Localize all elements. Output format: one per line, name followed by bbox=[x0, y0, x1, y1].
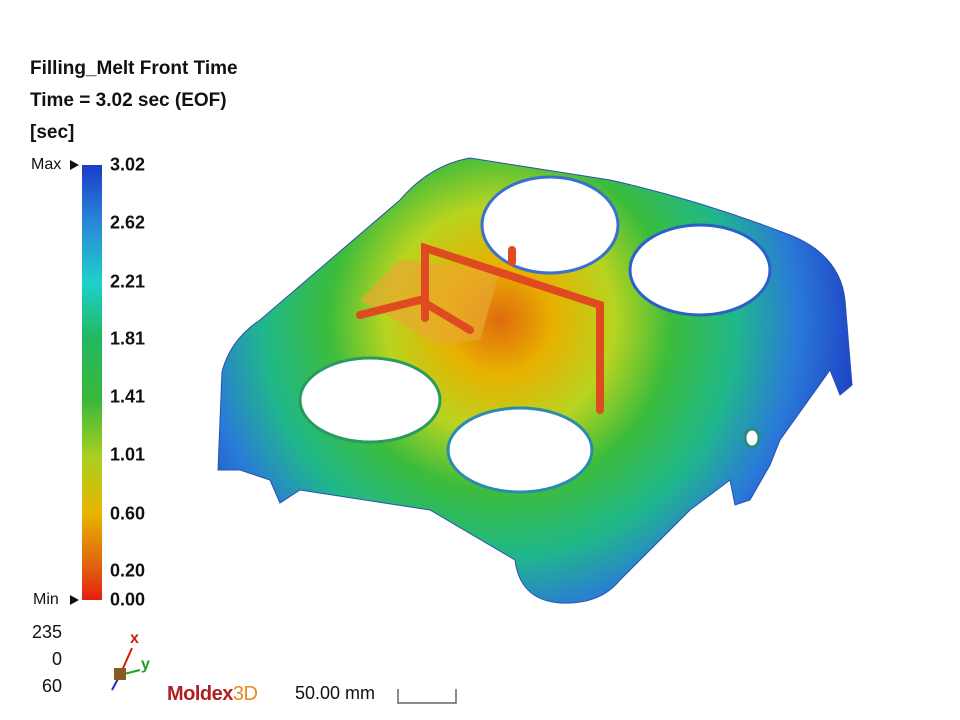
boss bbox=[743, 427, 761, 449]
axis-x-label: x bbox=[130, 630, 139, 647]
view-angle: 60 bbox=[41, 676, 62, 696]
max-label: Max bbox=[31, 156, 62, 173]
logo-name: Moldex bbox=[167, 683, 233, 705]
scale-label: 50.00 mm bbox=[295, 683, 376, 703]
legend-tick-label: 1.41 bbox=[110, 386, 146, 407]
legend-tick-label: 0.00 bbox=[110, 589, 146, 610]
hole bbox=[298, 356, 442, 444]
hole bbox=[480, 175, 620, 275]
max-marker bbox=[70, 160, 79, 170]
axis-cube bbox=[114, 668, 126, 680]
time-label: Time = 3.02 sec (EOF) bbox=[30, 90, 227, 111]
view-angle: 235 bbox=[31, 622, 62, 642]
axis-y-label: y bbox=[141, 656, 150, 673]
hole bbox=[628, 223, 772, 317]
legend-tick-label: 2.62 bbox=[110, 212, 146, 233]
legend-tick-label: 3.02 bbox=[110, 154, 146, 175]
min-label: Min bbox=[33, 591, 59, 608]
legend-tick-label: 1.81 bbox=[110, 328, 146, 349]
color-bar bbox=[82, 165, 102, 600]
legend-tick-label: 0.60 bbox=[110, 503, 146, 524]
view-angle: 0 bbox=[51, 649, 62, 669]
runner bbox=[356, 242, 604, 414]
logo-suffix: 3D bbox=[232, 683, 258, 705]
axis-triad bbox=[111, 647, 141, 691]
hole bbox=[446, 406, 594, 494]
min-marker bbox=[70, 595, 79, 605]
scale-bar bbox=[397, 689, 457, 704]
legend-tick-label: 1.01 bbox=[110, 444, 146, 465]
unit-label: [sec] bbox=[30, 122, 75, 143]
logo: Moldex3D bbox=[167, 683, 258, 706]
legend-tick-label: 2.21 bbox=[110, 271, 146, 292]
legend-tick-label: 0.20 bbox=[110, 560, 146, 581]
result-title: Filling_Melt Front Time bbox=[30, 58, 238, 79]
